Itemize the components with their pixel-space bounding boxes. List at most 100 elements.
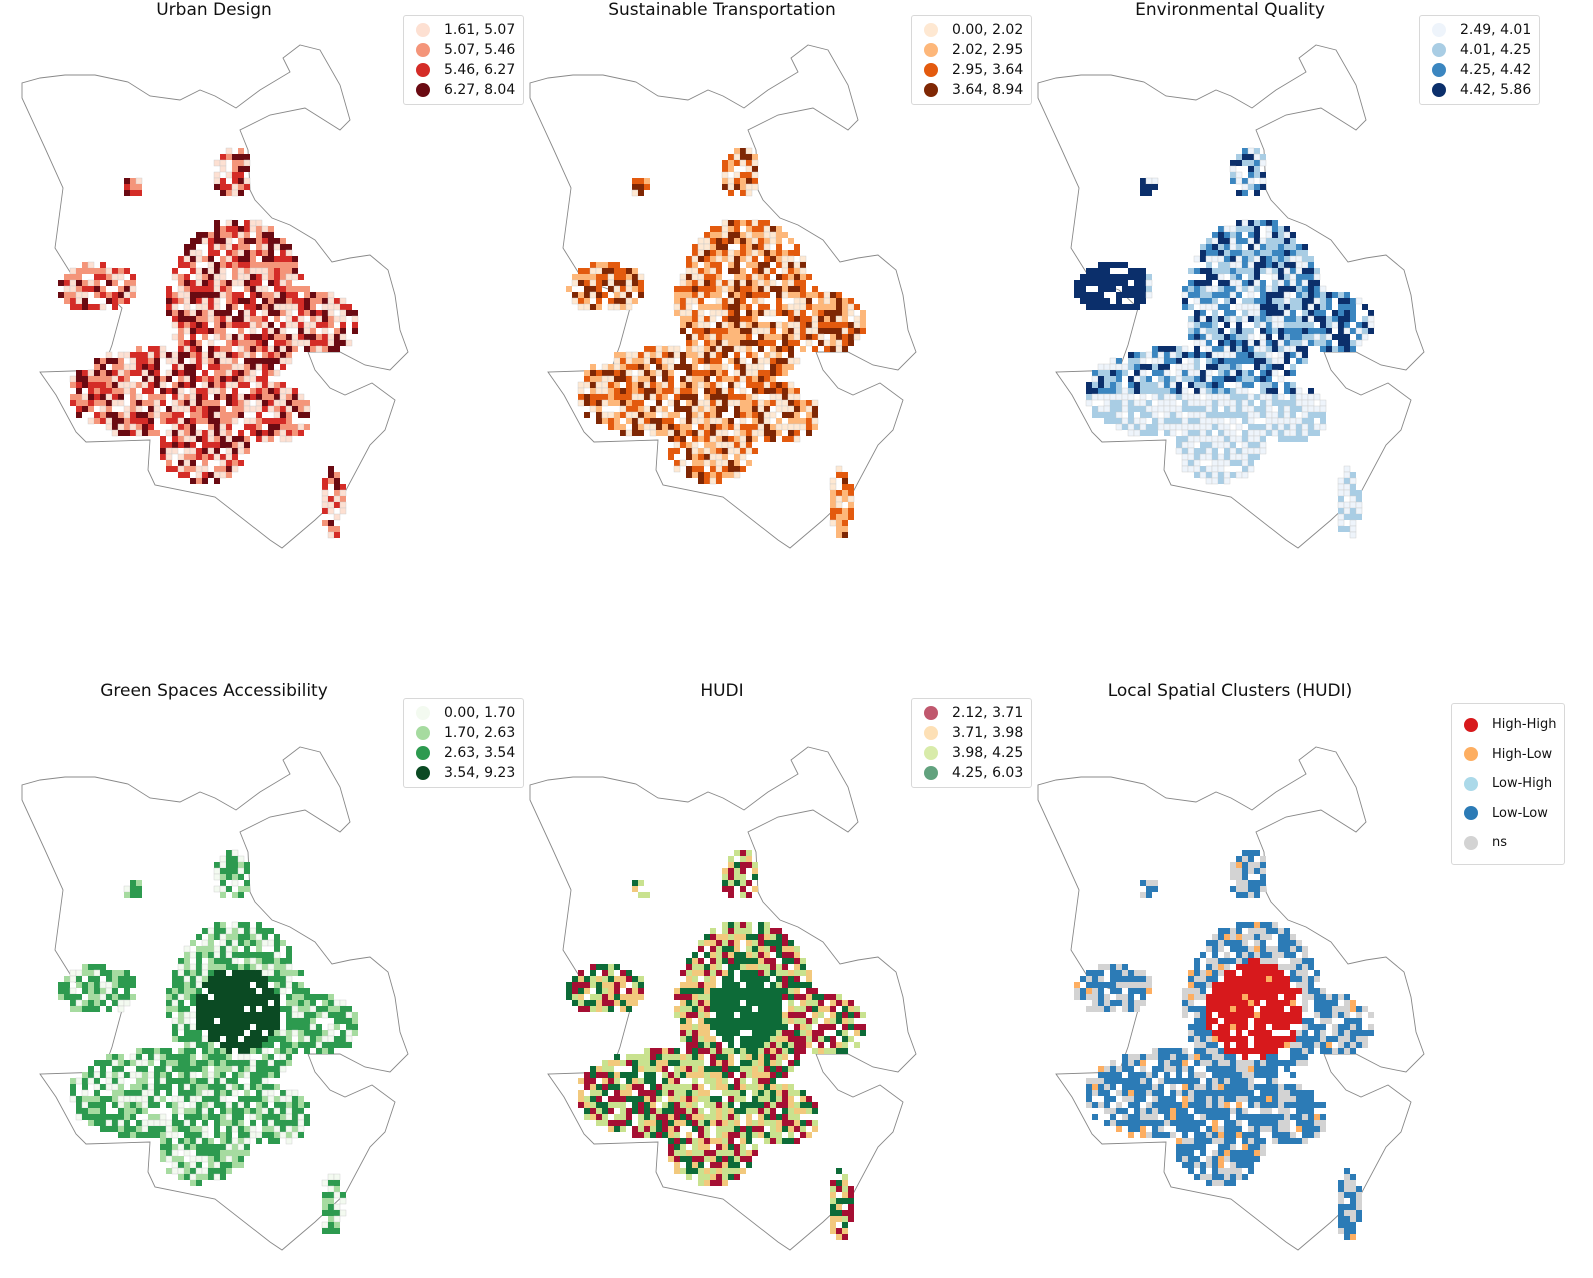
grid-cell: [1260, 382, 1266, 388]
grid-cell: [1362, 328, 1368, 334]
grid-cell: [1140, 388, 1146, 394]
grid-cell: [692, 412, 698, 418]
grid-cell: [268, 430, 274, 436]
grid-cell: [1320, 412, 1326, 418]
grid-cell: [202, 1096, 208, 1102]
grid-cell: [788, 388, 794, 394]
grid-cell: [577, 399, 585, 407]
grid-cell: [1133, 417, 1141, 425]
legend-item: 3.54, 9.23: [412, 763, 515, 783]
grid-cell: [273, 1125, 281, 1133]
grid-cell: [1194, 286, 1200, 292]
grid-cell: [1284, 256, 1290, 262]
grid-cell: [178, 1006, 184, 1012]
grid-cell: [238, 1066, 244, 1072]
grid-cell: [1253, 411, 1261, 419]
grid-cell: [178, 400, 184, 406]
grid-cell: [680, 292, 686, 298]
grid-cell: [1145, 291, 1153, 299]
grid-cell: [208, 934, 214, 940]
grid-cell: [310, 310, 316, 316]
grid-cell: [178, 1090, 184, 1096]
grid-cell: [136, 1120, 142, 1126]
grid-cell: [1091, 375, 1099, 383]
grid-cell: [333, 315, 341, 323]
grid-cell: [279, 345, 287, 353]
grid-cell: [727, 399, 735, 407]
grid-cell: [136, 346, 142, 352]
grid-cell: [1272, 298, 1278, 304]
grid-cell: [1241, 219, 1249, 227]
grid-cell: [752, 382, 758, 388]
grid-cell: [172, 1006, 178, 1012]
grid-cell: [286, 268, 292, 274]
grid-cell: [208, 1138, 214, 1144]
grid-cell: [160, 400, 166, 406]
grid-cell: [632, 424, 638, 430]
grid-cell: [752, 388, 758, 394]
grid-cell: [297, 1119, 305, 1127]
grid-cell: [196, 1066, 202, 1072]
grid-cell: [274, 988, 280, 994]
grid-cell: [244, 322, 250, 328]
grid-cell: [268, 928, 274, 934]
grid-cell: [124, 1060, 130, 1066]
grid-cell: [328, 1006, 334, 1012]
grid-cell: [782, 388, 788, 394]
grid-cell: [226, 1036, 232, 1042]
grid-cell: [776, 388, 782, 394]
grid-cell: [1206, 262, 1212, 268]
grid-cell: [190, 1066, 196, 1072]
grid-cell: [1223, 471, 1231, 479]
grid-cell: [220, 1006, 226, 1012]
grid-cell: [1116, 280, 1122, 286]
grid-cell: [656, 388, 662, 394]
grid-cell: [835, 339, 843, 347]
grid-cell: [625, 297, 633, 305]
grid-cell: [274, 934, 280, 940]
grid-cell: [848, 514, 854, 520]
grid-cell: [668, 1054, 674, 1060]
grid-cell: [88, 1114, 94, 1120]
grid-cell: [596, 406, 602, 412]
grid-cell: [100, 370, 106, 376]
grid-cell: [794, 412, 800, 418]
grid-cell: [692, 1054, 698, 1060]
grid-cell: [1176, 382, 1182, 388]
grid-cell: [232, 1030, 238, 1036]
grid-cell: [214, 268, 220, 274]
grid-cell: [1116, 304, 1122, 310]
grid-cell: [746, 334, 752, 340]
grid-cell: [268, 400, 274, 406]
grid-cell: [220, 406, 226, 412]
grid-cell: [1308, 310, 1314, 316]
grid-cell: [130, 886, 136, 892]
grid-cell: [279, 399, 287, 407]
grid-cell: [244, 934, 250, 940]
grid-cell: [691, 333, 699, 341]
grid-cell: [1260, 262, 1266, 268]
grid-cell: [1121, 399, 1129, 407]
legend-item: 2.49, 4.01: [1428, 20, 1531, 40]
grid-cell: [178, 1060, 184, 1066]
grid-cell: [728, 382, 734, 388]
grid-cell: [638, 190, 644, 196]
grid-cell: [1290, 232, 1296, 238]
grid-cell: [232, 316, 238, 322]
grid-cell: [208, 1144, 214, 1150]
grid-cell: [232, 304, 238, 310]
grid-cell: [734, 352, 740, 358]
grid-cell: [316, 340, 322, 346]
grid-cell: [213, 951, 221, 959]
grid-cell: [220, 1114, 226, 1120]
grid-cell: [292, 430, 298, 436]
grid-cell: [691, 273, 699, 281]
grid-cell: [722, 346, 728, 352]
grid-cell: [298, 1024, 304, 1030]
grid-cell: [112, 1066, 118, 1072]
grid-cell: [716, 244, 722, 250]
grid-cell: [788, 328, 794, 334]
grid-cell: [244, 1024, 250, 1030]
legend-swatch: [416, 706, 430, 720]
grid-cell: [794, 280, 800, 286]
